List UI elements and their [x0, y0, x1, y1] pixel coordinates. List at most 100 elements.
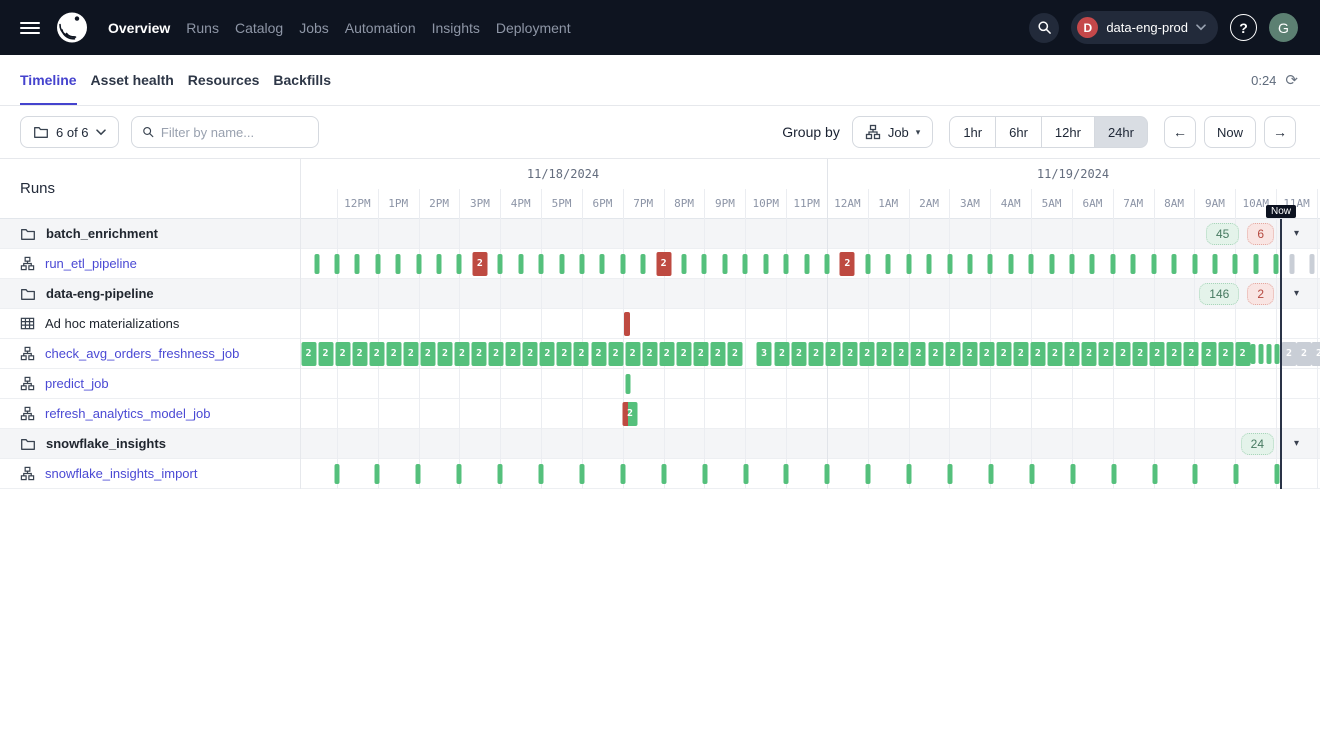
run-mark-success-tick[interactable]: [1273, 253, 1279, 274]
workspace-switcher[interactable]: D data-eng-prod: [1071, 11, 1218, 44]
run-mark-success-tick[interactable]: [497, 463, 503, 484]
run-mark-success-tick[interactable]: [1049, 253, 1055, 274]
run-mark-success-tick[interactable]: [1274, 343, 1280, 364]
run-mark-success-tick[interactable]: [334, 463, 339, 484]
failure-count-badge[interactable]: 6: [1247, 222, 1274, 245]
row-label-text[interactable]: check_avg_orders_freshness_job: [45, 346, 240, 361]
run-mark-success-box[interactable]: 2: [335, 341, 351, 366]
run-mark-success-box[interactable]: 2: [1064, 341, 1080, 366]
tab-backfills[interactable]: Backfills: [273, 72, 331, 88]
run-mark-success-tick[interactable]: [1130, 253, 1136, 274]
run-mark-success-box[interactable]: 2: [859, 341, 875, 366]
run-mark-success-tick[interactable]: [1258, 343, 1264, 364]
dagster-logo-icon[interactable]: [54, 10, 90, 46]
run-mark-success-tick[interactable]: [804, 253, 810, 274]
run-mark-success-tick[interactable]: [906, 253, 912, 274]
run-mark-success-tick[interactable]: [1250, 343, 1256, 364]
run-mark-success-box[interactable]: 2: [842, 341, 858, 366]
nav-item-insights[interactable]: Insights: [431, 19, 480, 36]
run-mark-success-tick[interactable]: [824, 463, 830, 484]
run-mark-success-tick[interactable]: [742, 253, 748, 274]
run-mark-future-box[interactable]: 2: [1281, 341, 1297, 366]
run-mark-success-box[interactable]: 2: [488, 341, 504, 366]
run-mark-success-box[interactable]: 2: [573, 341, 589, 366]
run-mark-success-tick[interactable]: [415, 463, 421, 484]
hamburger-icon[interactable]: [20, 21, 40, 34]
run-mark-success-box[interactable]: 2: [962, 341, 978, 366]
run-mark-success-box[interactable]: 2: [1166, 341, 1182, 366]
row-label-text[interactable]: run_etl_pipeline: [45, 256, 137, 271]
search-icon[interactable]: [1029, 12, 1060, 43]
run-mark-success-tick[interactable]: [865, 463, 871, 484]
run-mark-failure-box[interactable]: 2: [472, 251, 488, 276]
run-mark-success-tick[interactable]: [314, 253, 319, 274]
run-mark-success-box[interactable]: 2: [893, 341, 909, 366]
run-mark-success-tick[interactable]: [1089, 253, 1095, 274]
run-mark-success-box[interactable]: 2: [591, 341, 607, 366]
run-mark-success-tick[interactable]: [1212, 253, 1218, 274]
failure-count-badge[interactable]: 2: [1247, 282, 1274, 305]
run-mark-future-box[interactable]: 2: [1296, 341, 1312, 366]
caret-down-icon[interactable]: ▾: [1293, 438, 1299, 449]
caret-down-icon[interactable]: ▾: [1293, 228, 1299, 239]
run-mark-success-tick[interactable]: [538, 253, 544, 274]
run-mark-success-box[interactable]: 2: [608, 341, 624, 366]
run-mark-success-box[interactable]: 2: [1183, 341, 1199, 366]
success-count-badge[interactable]: 146: [1199, 282, 1240, 305]
run-mark-success-box[interactable]: 2: [979, 341, 995, 366]
run-mark-success-tick[interactable]: [661, 463, 667, 484]
run-mark-success-tick[interactable]: [1274, 463, 1280, 484]
nav-item-runs[interactable]: Runs: [186, 19, 219, 36]
run-mark-success-tick[interactable]: [625, 373, 631, 394]
run-mark-success-box[interactable]: 2: [403, 341, 419, 366]
run-mark-success-box[interactable]: 2: [825, 341, 841, 366]
run-mark-success-tick[interactable]: [722, 253, 728, 274]
run-mark-success-tick[interactable]: [906, 463, 912, 484]
run-mark-success-box[interactable]: 2: [1115, 341, 1131, 366]
run-mark-success-box[interactable]: 2: [1098, 341, 1114, 366]
run-mark-success-tick[interactable]: [824, 253, 830, 274]
run-mark-success-tick[interactable]: [783, 253, 789, 274]
run-mark-success-tick[interactable]: [743, 463, 748, 484]
run-mark-success-tick[interactable]: [763, 253, 769, 274]
run-mark-success-box[interactable]: 2: [420, 341, 436, 366]
run-mark-success-tick[interactable]: [375, 253, 381, 274]
group-by-select[interactable]: Job ▾: [851, 116, 934, 148]
run-mark-success-box[interactable]: 2: [676, 341, 692, 366]
run-mark-success-tick[interactable]: [456, 463, 462, 484]
run-mark-success-tick[interactable]: [579, 463, 585, 484]
run-mark-success-box[interactable]: 2: [1013, 341, 1029, 366]
run-mark-success-tick[interactable]: [374, 463, 380, 484]
run-mark-success-tick[interactable]: [1070, 463, 1076, 484]
run-mark-success-tick[interactable]: [947, 253, 953, 274]
run-mark-success-tick[interactable]: [395, 253, 401, 274]
run-mark-success-tick[interactable]: [702, 463, 708, 484]
range-12hr[interactable]: 12hr: [1041, 116, 1095, 148]
run-mark-success-box[interactable]: 3: [756, 341, 772, 366]
run-mark-success-tick[interactable]: [1152, 463, 1157, 484]
run-mark-success-box[interactable]: 2: [791, 341, 807, 366]
run-mark-success-box[interactable]: 2: [1030, 341, 1046, 366]
run-mark-success-tick[interactable]: [681, 253, 687, 274]
run-mark-success-box[interactable]: 2: [352, 341, 368, 366]
run-mark-success-tick[interactable]: [416, 253, 422, 274]
run-mark-success-box[interactable]: 2: [386, 341, 402, 366]
run-mark-success-box[interactable]: 2: [625, 341, 641, 366]
nav-item-overview[interactable]: Overview: [108, 19, 171, 36]
run-mark-success-box[interactable]: 2: [556, 341, 572, 366]
run-mark-success-tick[interactable]: [987, 253, 993, 274]
run-mark-success-tick[interactable]: [620, 463, 626, 484]
run-mark-success-box[interactable]: 2: [471, 341, 487, 366]
run-mark-success-tick[interactable]: [1192, 253, 1198, 274]
run-mark-success-tick[interactable]: [1253, 253, 1259, 274]
run-mark-success-tick[interactable]: [518, 253, 524, 274]
run-mark-failure-box[interactable]: 2: [656, 251, 672, 276]
run-mark-failure-tick[interactable]: [624, 311, 630, 336]
run-mark-success-tick[interactable]: [1232, 253, 1238, 274]
run-mark-success-tick[interactable]: [620, 253, 626, 274]
run-mark-success-tick[interactable]: [497, 253, 503, 274]
run-mark-success-tick[interactable]: [579, 253, 585, 274]
run-mark-success-box[interactable]: 2: [727, 341, 743, 366]
nav-item-jobs[interactable]: Jobs: [299, 19, 329, 36]
run-mark-mixed-box[interactable]: 2: [622, 401, 638, 426]
